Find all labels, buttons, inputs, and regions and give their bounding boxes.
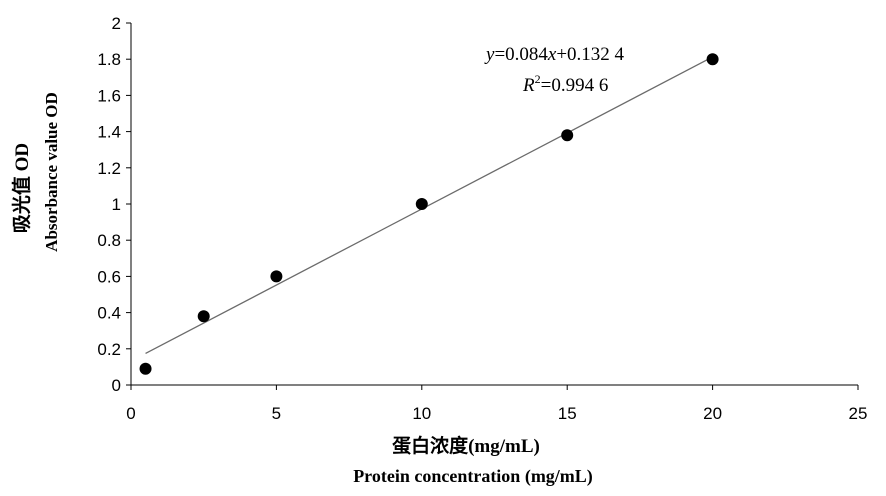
x-ticks: 0 5 10 15 20 25 <box>126 385 867 423</box>
y-tick-label: 1.6 <box>97 86 121 105</box>
x-tick-label: 15 <box>558 404 577 423</box>
r-squared-value: =0.994 6 <box>541 75 609 96</box>
y-tick-label: 1 <box>112 195 121 214</box>
x-tick-label: 5 <box>272 404 281 423</box>
equation-x-var: x <box>547 44 557 65</box>
x-axis-title-cn: 蛋白浓度(mg/mL) <box>392 434 540 457</box>
regression-equation: y=0.084x+0.132 4 <box>484 44 625 65</box>
equation-intercept: +0.132 4 <box>556 44 624 65</box>
equation-slope: =0.084 <box>494 44 548 65</box>
x-axis-title-en: Protein concentration (mg/mL) <box>353 466 593 487</box>
y-axis-title-cn: 吸光值 OD <box>10 143 33 233</box>
x-tick-label: 10 <box>412 404 431 423</box>
y-ticks: 0 0.2 0.4 0.6 0.8 1 1.2 1.4 1.6 1.8 2 <box>97 14 131 395</box>
data-point <box>139 362 152 375</box>
data-points <box>139 53 719 375</box>
data-point <box>561 129 574 142</box>
y-axis-title-en: Absorbance value OD <box>42 92 61 252</box>
equation-y-var: y <box>484 44 495 65</box>
y-tick-label: 1.4 <box>97 123 121 142</box>
data-point <box>270 270 283 283</box>
y-tick-label: 1.8 <box>97 50 121 69</box>
y-tick-label: 0.4 <box>97 304 121 323</box>
r-squared-sup: 2 <box>535 72 541 86</box>
y-tick-label: 0.6 <box>97 267 121 286</box>
r-squared-var: R <box>522 75 535 96</box>
y-tick-label: 0.8 <box>97 231 121 250</box>
trendline <box>145 56 713 355</box>
data-point <box>415 198 428 210</box>
y-tick-label: 0 <box>112 376 121 395</box>
data-point <box>197 310 210 323</box>
y-tick-label: 0.2 <box>97 340 121 359</box>
data-point <box>706 53 719 66</box>
axes <box>130 23 858 386</box>
x-tick-label: 0 <box>126 404 135 423</box>
y-tick-label: 1.2 <box>97 159 121 178</box>
x-tick-label: 25 <box>849 404 868 423</box>
y-tick-label: 2 <box>112 14 121 33</box>
r-squared: R2=0.994 6 <box>522 72 608 96</box>
x-tick-label: 20 <box>703 404 722 423</box>
